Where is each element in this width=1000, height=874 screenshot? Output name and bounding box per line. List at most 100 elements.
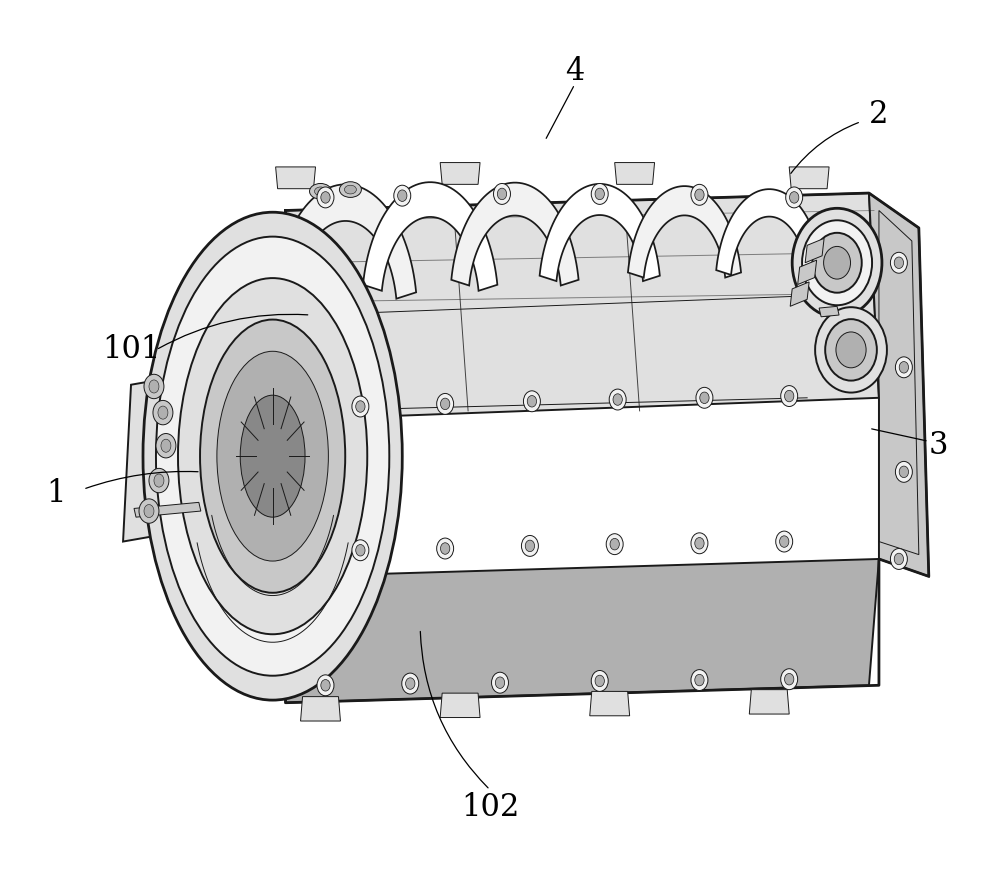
Ellipse shape <box>310 184 331 199</box>
Ellipse shape <box>356 545 365 556</box>
Ellipse shape <box>696 387 713 408</box>
Ellipse shape <box>356 401 365 413</box>
Ellipse shape <box>695 189 704 200</box>
Ellipse shape <box>695 675 704 686</box>
Ellipse shape <box>700 392 709 404</box>
Ellipse shape <box>613 394 622 406</box>
Ellipse shape <box>144 374 164 399</box>
Text: 2: 2 <box>869 99 889 130</box>
Text: 102: 102 <box>461 792 519 822</box>
Ellipse shape <box>895 461 912 482</box>
Ellipse shape <box>521 536 538 557</box>
Ellipse shape <box>899 362 909 373</box>
Text: 3: 3 <box>929 430 949 461</box>
Ellipse shape <box>440 399 450 410</box>
Ellipse shape <box>691 669 708 690</box>
Ellipse shape <box>339 182 361 198</box>
Ellipse shape <box>158 406 168 420</box>
Ellipse shape <box>802 220 872 305</box>
Ellipse shape <box>786 187 803 208</box>
Ellipse shape <box>695 538 704 549</box>
Polygon shape <box>286 193 879 420</box>
Polygon shape <box>363 182 497 291</box>
Ellipse shape <box>781 385 798 406</box>
Polygon shape <box>123 367 231 542</box>
Polygon shape <box>134 503 201 517</box>
Ellipse shape <box>494 184 510 205</box>
Ellipse shape <box>790 191 799 203</box>
Ellipse shape <box>321 680 330 691</box>
Ellipse shape <box>149 380 159 393</box>
Ellipse shape <box>890 549 907 570</box>
Ellipse shape <box>240 395 305 517</box>
Ellipse shape <box>591 184 608 205</box>
Polygon shape <box>276 167 316 189</box>
Ellipse shape <box>352 540 369 561</box>
Ellipse shape <box>317 187 334 208</box>
Ellipse shape <box>595 676 604 687</box>
Ellipse shape <box>321 191 330 203</box>
Polygon shape <box>749 690 789 714</box>
Ellipse shape <box>591 670 608 691</box>
Ellipse shape <box>780 536 789 547</box>
Polygon shape <box>798 260 817 285</box>
Text: 1: 1 <box>46 478 66 510</box>
Ellipse shape <box>525 540 535 551</box>
Ellipse shape <box>315 187 326 196</box>
Ellipse shape <box>492 672 508 693</box>
Polygon shape <box>286 559 879 703</box>
Ellipse shape <box>497 188 507 199</box>
Ellipse shape <box>836 332 866 368</box>
Ellipse shape <box>217 351 328 561</box>
Ellipse shape <box>527 396 537 407</box>
Polygon shape <box>440 693 480 718</box>
Ellipse shape <box>352 396 369 417</box>
Ellipse shape <box>144 504 154 517</box>
Polygon shape <box>275 184 416 299</box>
Ellipse shape <box>691 184 708 205</box>
Ellipse shape <box>153 400 173 425</box>
Ellipse shape <box>776 531 793 552</box>
Ellipse shape <box>178 278 367 635</box>
Ellipse shape <box>894 257 904 268</box>
Ellipse shape <box>595 188 604 199</box>
Polygon shape <box>716 189 822 275</box>
Ellipse shape <box>156 237 389 676</box>
Ellipse shape <box>154 474 164 487</box>
Ellipse shape <box>785 391 794 402</box>
Ellipse shape <box>495 677 505 689</box>
Ellipse shape <box>691 533 708 554</box>
Ellipse shape <box>317 675 334 696</box>
Ellipse shape <box>815 307 887 392</box>
Polygon shape <box>869 193 929 576</box>
Ellipse shape <box>523 391 540 412</box>
Polygon shape <box>540 184 660 281</box>
Ellipse shape <box>143 212 402 700</box>
Ellipse shape <box>610 538 619 550</box>
Ellipse shape <box>200 320 345 593</box>
Ellipse shape <box>394 185 411 206</box>
Polygon shape <box>301 697 340 721</box>
Ellipse shape <box>398 190 407 201</box>
Ellipse shape <box>899 466 909 477</box>
Ellipse shape <box>825 319 877 380</box>
Polygon shape <box>789 167 829 189</box>
Polygon shape <box>590 691 630 716</box>
Ellipse shape <box>609 389 626 410</box>
Ellipse shape <box>161 439 171 452</box>
Ellipse shape <box>406 678 415 690</box>
Ellipse shape <box>890 253 907 274</box>
Polygon shape <box>790 282 809 306</box>
Text: 4: 4 <box>565 56 584 87</box>
Text: 101: 101 <box>102 335 160 365</box>
Ellipse shape <box>440 543 450 554</box>
Ellipse shape <box>437 538 454 559</box>
Polygon shape <box>819 306 839 316</box>
Ellipse shape <box>895 357 912 378</box>
Ellipse shape <box>139 499 159 524</box>
Ellipse shape <box>792 208 882 317</box>
Ellipse shape <box>344 185 356 194</box>
Ellipse shape <box>156 434 176 458</box>
Polygon shape <box>628 186 741 278</box>
Ellipse shape <box>402 673 419 694</box>
